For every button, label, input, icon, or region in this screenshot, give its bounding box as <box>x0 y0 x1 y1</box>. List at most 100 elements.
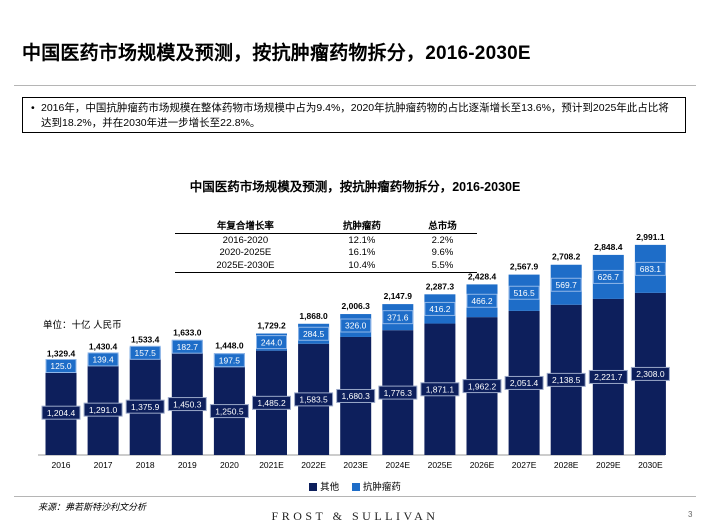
value-label-oncology-box <box>424 301 456 316</box>
value-label-oncology-box <box>466 293 498 308</box>
value-label-other-box <box>504 375 544 390</box>
value-label-oncology-box <box>45 359 77 374</box>
value-label-oncology-box <box>340 318 372 333</box>
cagr-row: 2025E-2030E 10.4% 5.5% <box>175 259 477 273</box>
x-tick-label: 2018 <box>136 460 155 470</box>
value-label-oncology-box <box>171 339 203 354</box>
legend-item-oncology: 抗肿瘤药 <box>351 479 401 493</box>
x-tick-label: 2029E <box>596 460 621 470</box>
unit-label: 单位：十亿 人民币 <box>43 320 122 331</box>
frost-sullivan-logo: FROST & SULLIVAN <box>271 509 439 523</box>
value-label-oncology: 516.5 <box>513 288 535 298</box>
value-label-other-box <box>336 388 376 403</box>
value-label-other: 1,450.3 <box>173 399 202 409</box>
x-tick-label: 2030E <box>638 460 663 470</box>
value-label-other-box <box>167 397 207 412</box>
value-label-other-box <box>209 404 249 419</box>
legend-swatch-oncology <box>351 483 360 491</box>
value-label-oncology: 371.6 <box>387 312 409 322</box>
footer-divider <box>14 496 696 497</box>
value-label-other-box <box>630 366 670 381</box>
total-label: 2,991.1 <box>636 232 665 242</box>
x-tick-label: 2019 <box>178 460 197 470</box>
value-label-oncology: 466.2 <box>471 296 493 306</box>
x-tick-label: 2028E <box>554 460 579 470</box>
title-divider <box>14 85 696 86</box>
chart-legend: 其他 抗肿瘤药 <box>0 479 710 493</box>
value-label-other-box <box>588 369 628 384</box>
total-label: 1,329.4 <box>47 349 76 359</box>
total-label: 1,533.4 <box>131 334 160 344</box>
value-label-oncology-box <box>592 269 624 284</box>
total-label: 2,428.4 <box>468 271 497 281</box>
value-label-oncology: 284.5 <box>303 329 325 339</box>
cagr-cell-oncology: 16.1% <box>348 247 376 259</box>
summary-text: 2016年，中国抗肿瘤药市场规模在整体药物市场规模中占为9.4%，2020年抗肿… <box>41 102 669 129</box>
value-label-other-box <box>546 372 586 387</box>
x-tick-label: 2025E <box>428 460 453 470</box>
total-label: 2,147.9 <box>384 291 413 301</box>
x-tick-label: 2017 <box>94 460 113 470</box>
x-tick-label: 2026E <box>470 460 495 470</box>
value-label-other: 1,583.5 <box>299 395 328 405</box>
cagr-cell-period: 2025E-2030E <box>175 259 316 273</box>
chart-title: 中国医药市场规模及预测，按抗肿瘤药物拆分，2016-2030E <box>189 180 521 194</box>
value-label-other-box <box>41 405 81 420</box>
value-label-oncology-box <box>298 326 330 341</box>
cagr-header-row: 年复合增长率 抗肿瘤药 总市场 <box>175 218 477 234</box>
cagr-header-period: 年复合增长率 <box>175 218 316 234</box>
source-note: 来源：弗若斯特沙利文分析 <box>38 502 147 512</box>
total-label: 1,430.4 <box>89 342 118 352</box>
value-label-other: 1,204.4 <box>47 408 76 418</box>
value-label-other-box <box>294 392 334 407</box>
total-label: 1,633.0 <box>173 327 202 337</box>
value-label-other: 1,485.2 <box>257 398 286 408</box>
total-label: 2,006.3 <box>342 301 371 311</box>
value-label-other: 1,250.5 <box>215 406 244 416</box>
x-tick-label: 2027E <box>512 460 537 470</box>
value-label-other-box <box>83 402 123 417</box>
cagr-header-total: 总市场 <box>407 218 477 234</box>
value-label-oncology: 182.7 <box>177 342 199 352</box>
value-label-other: 1,680.3 <box>342 391 371 401</box>
value-label-other-box <box>378 385 418 400</box>
page-number: 3 <box>688 510 693 519</box>
legend-label-other: 其他 <box>320 482 340 493</box>
total-label: 2,708.2 <box>552 252 581 262</box>
summary-box: • 2016年，中国抗肿瘤药市场规模在整体药物市场规模中占为9.4%，2020年… <box>22 97 686 133</box>
value-label-oncology-box <box>508 285 540 300</box>
value-label-other-box <box>125 399 165 414</box>
value-label-other: 1,375.9 <box>131 402 160 412</box>
cagr-cell-total: 9.6% <box>431 247 454 259</box>
x-tick-label: 2023E <box>343 460 368 470</box>
value-label-oncology: 569.7 <box>556 280 578 290</box>
cagr-cell-oncology: 10.4% <box>315 259 408 273</box>
legend-label-oncology: 抗肿瘤药 <box>362 482 401 493</box>
total-label: 1,868.0 <box>299 311 328 321</box>
value-label-other: 2,308.0 <box>636 369 665 379</box>
value-label-oncology-box <box>382 310 414 325</box>
total-label: 2,848.4 <box>594 242 623 252</box>
x-tick-label: 2022E <box>301 460 326 470</box>
summary-bullet: • <box>31 102 35 114</box>
cagr-cell-period: 2020-2025E <box>219 247 272 259</box>
value-label-oncology: 326.0 <box>345 321 367 331</box>
value-label-oncology-box <box>634 261 666 276</box>
cagr-table: 年复合增长率 抗肿瘤药 总市场 2016-2020 12.1% 2.2% 202… <box>175 218 477 273</box>
value-label-other-box <box>252 395 291 410</box>
cagr-row: 2016-2020 12.1% 2.2% <box>175 234 477 247</box>
value-label-other: 2,138.5 <box>552 375 581 385</box>
x-tick-label: 2021E <box>259 460 284 470</box>
value-label-oncology-box <box>87 352 119 367</box>
value-label-oncology: 125.0 <box>50 361 72 371</box>
value-label-other: 1,776.3 <box>384 388 413 398</box>
value-label-other-box <box>462 379 502 394</box>
value-label-oncology-box <box>129 345 161 360</box>
value-label-oncology-box <box>256 335 287 350</box>
value-label-oncology: 244.0 <box>261 337 283 347</box>
value-label-oncology: 626.7 <box>598 272 620 282</box>
cagr-header-oncology: 抗肿瘤药 <box>315 218 408 234</box>
value-label-oncology: 416.2 <box>429 304 451 314</box>
legend-item-other: 其他 <box>309 479 339 493</box>
